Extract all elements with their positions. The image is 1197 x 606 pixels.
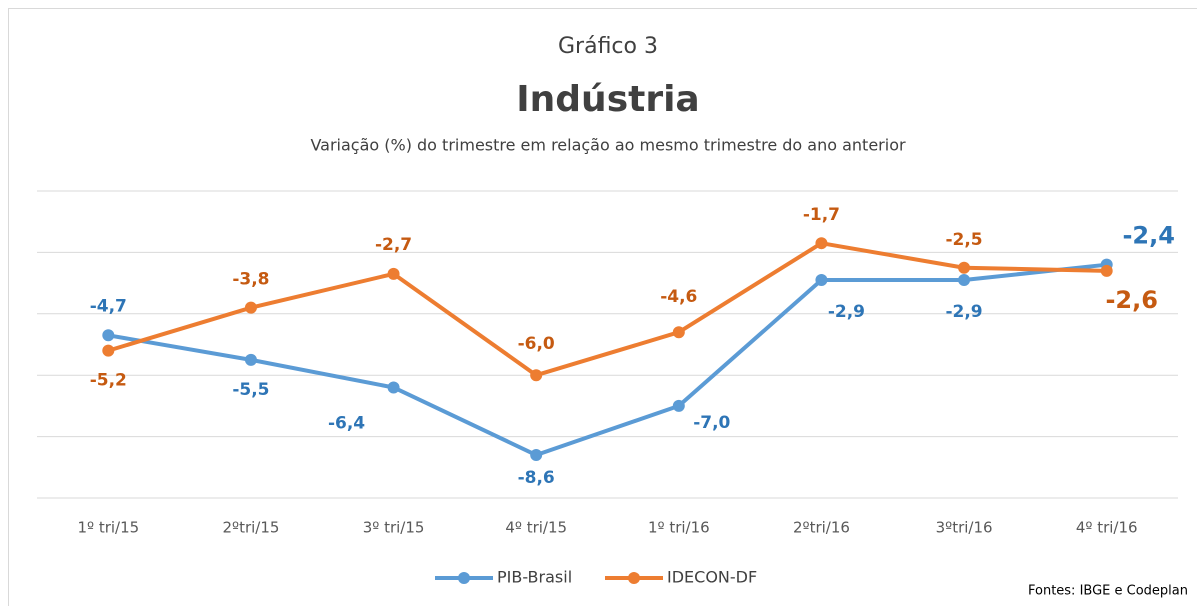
data-label: -4,7 bbox=[90, 296, 127, 316]
x-tick-label: 1º tri/15 bbox=[77, 519, 139, 537]
data-label: -2,9 bbox=[945, 302, 982, 322]
data-label: -3,8 bbox=[232, 270, 269, 290]
data-label: -6,4 bbox=[328, 413, 365, 433]
data-label: -2,6 bbox=[1105, 286, 1157, 314]
data-label: -7,0 bbox=[693, 413, 730, 433]
x-tick-label: 3º tri/15 bbox=[363, 519, 425, 537]
data-label: -8,6 bbox=[518, 468, 555, 488]
series-line bbox=[107, 262, 1107, 458]
point bbox=[1100, 264, 1113, 277]
point bbox=[672, 399, 685, 412]
data-label: -2,7 bbox=[375, 235, 412, 255]
point bbox=[815, 274, 828, 287]
x-tick-label: 2ºtri/16 bbox=[793, 519, 850, 537]
point bbox=[530, 369, 543, 382]
x-tick-label: 2ºtri/15 bbox=[222, 519, 279, 537]
data-label: -5,5 bbox=[232, 380, 269, 400]
point bbox=[530, 449, 543, 462]
x-tick-label: 3ºtri/16 bbox=[936, 519, 993, 537]
legend-label: PIB-Brasil bbox=[497, 568, 572, 587]
x-tick-label: 4º tri/16 bbox=[1076, 519, 1138, 537]
data-label: -2,5 bbox=[945, 230, 982, 250]
x-tick-label: 1º tri/16 bbox=[648, 519, 710, 537]
point bbox=[102, 344, 115, 357]
axis-label: Variação (%) do trimestre em relação ao … bbox=[310, 136, 906, 155]
legend-marker bbox=[628, 572, 640, 584]
data-label: -6,0 bbox=[518, 334, 555, 354]
chart-border bbox=[8, 8, 1197, 606]
data-label: -4,6 bbox=[660, 287, 697, 307]
series-line bbox=[107, 241, 1107, 378]
chart-subtitle: Indústria bbox=[516, 79, 699, 120]
x-tick-label: 4º tri/15 bbox=[505, 519, 567, 537]
data-label: -1,7 bbox=[803, 205, 840, 225]
point bbox=[244, 301, 257, 314]
point bbox=[958, 261, 971, 274]
chart-title: Gráfico 3 bbox=[558, 34, 658, 59]
point bbox=[672, 326, 685, 339]
data-label: -2,9 bbox=[828, 302, 865, 322]
point bbox=[958, 274, 971, 287]
source: Fontes: IBGE e Codeplan bbox=[1028, 584, 1188, 599]
data-label: -5,2 bbox=[90, 371, 127, 391]
point bbox=[102, 329, 115, 342]
point bbox=[244, 353, 257, 366]
legend-marker bbox=[458, 572, 470, 584]
point bbox=[387, 267, 400, 280]
point bbox=[387, 381, 400, 394]
legend-label: IDECON-DF bbox=[667, 568, 757, 587]
point bbox=[815, 237, 828, 250]
data-label: -2,4 bbox=[1122, 222, 1174, 250]
